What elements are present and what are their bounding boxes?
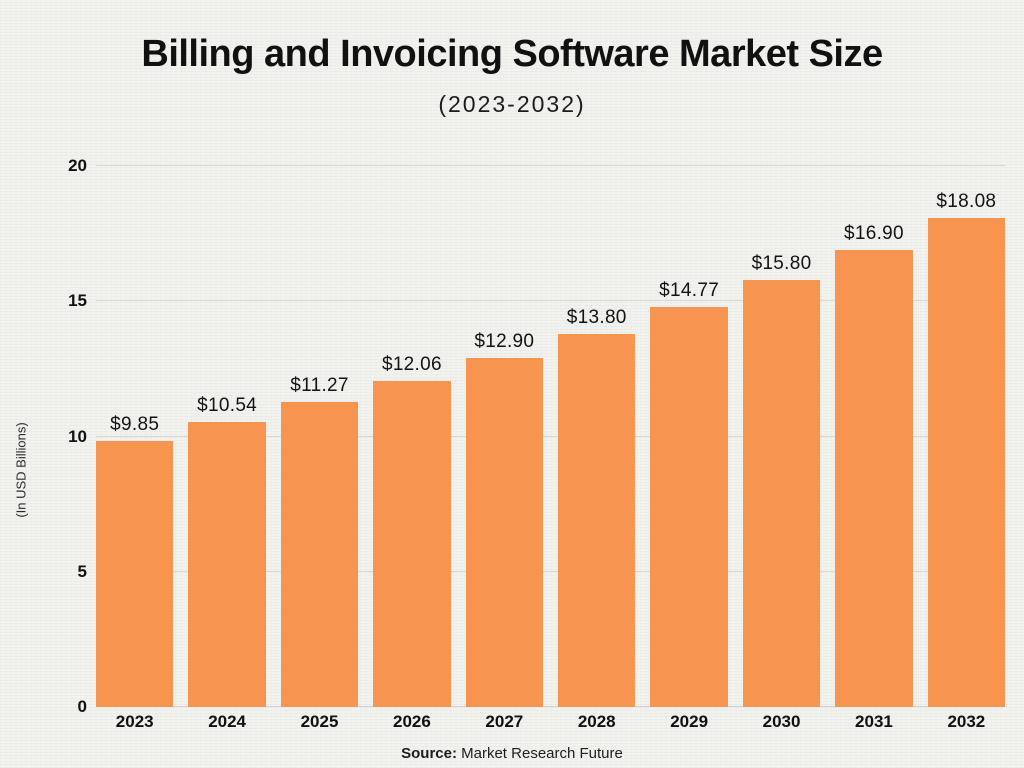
x-tick-label-2027: 2027 — [485, 712, 524, 731]
y-tick-label-20: 20 — [68, 156, 87, 175]
bar-2030 — [742, 279, 821, 707]
gridline-20 — [96, 165, 1005, 166]
chart-subtitle: (2023-2032) — [438, 91, 586, 117]
bar-2026 — [373, 380, 451, 707]
gridline-10 — [96, 435, 1005, 437]
x-tick-label-2032: 2032 — [947, 712, 986, 731]
bar-value-label-2030: $15.80 — [751, 252, 812, 274]
x-tick-label-2028: 2028 — [577, 712, 616, 731]
x-tick-label-2024: 2024 — [208, 712, 247, 731]
x-tick-label-2026: 2026 — [393, 712, 431, 731]
bar-2028 — [558, 333, 636, 707]
bar-group-2028: $13.80 2028 — [558, 166, 636, 731]
bar-value-label-2032: $18.08 — [936, 190, 997, 212]
x-tick-label-2029: 2029 — [670, 712, 709, 731]
bar-2023 — [96, 440, 174, 707]
bar-group-2023: $9.85 2023 — [96, 166, 174, 731]
bar-value-label-2023: $9.85 — [110, 413, 160, 435]
bar-group-2030: $15.80 2030 — [742, 166, 821, 731]
chart-title: Billing and Invoicing Software Market Si… — [141, 33, 883, 75]
bar-group-2025: $11.27 2025 — [280, 166, 359, 731]
x-tick-label-2031: 2031 — [855, 712, 893, 731]
bar-2029 — [650, 307, 728, 707]
source-label: Source: — [401, 745, 457, 762]
x-tick-label-2030: 2030 — [762, 712, 801, 731]
x-tick-label-2025: 2025 — [300, 712, 339, 731]
bar-value-label-2029: $14.77 — [659, 280, 720, 302]
bar-value-label-2024: $10.54 — [197, 394, 258, 416]
bar-2031 — [835, 249, 913, 707]
bar-value-label-2031: $16.90 — [843, 222, 904, 244]
bar-value-label-2028: $13.80 — [566, 306, 627, 328]
bar-series: $9.85 2023 $10.54 2024 $11.27 2025 $12.06 2026 $… — [96, 166, 1006, 731]
plot-area: $9.85 2023 $10.54 2024 $11.27 2025 $12.06 2026 $… — [68, 156, 1006, 731]
y-tick-label-15: 15 — [68, 291, 87, 311]
bar-group-2024: $10.54 2024 — [188, 166, 266, 731]
y-tick-label-10: 10 — [68, 426, 87, 446]
bar-value-label-2027: $12.90 — [474, 331, 535, 353]
gridline-0 — [96, 706, 1005, 707]
bar-2027 — [465, 358, 544, 707]
bar-group-2029: $14.77 2029 — [650, 166, 728, 731]
y-tick-label-0: 0 — [77, 697, 87, 716]
y-tick-label-5: 5 — [77, 561, 87, 581]
x-tick-label-2023: 2023 — [115, 712, 154, 731]
bar-group-2026: $12.06 2026 — [373, 166, 451, 731]
source-text: Market Research Future — [456, 745, 623, 762]
bar-group-2032: $18.08 2032 — [927, 166, 1006, 731]
bar-value-label-2026: $12.06 — [381, 353, 442, 375]
gridline-15 — [96, 300, 1005, 302]
bar-group-2031: $16.90 2031 — [835, 166, 913, 731]
y-axis-title: (In USD Billions) — [13, 422, 29, 518]
bar-value-label-2025: $11.27 — [290, 375, 349, 397]
bar-group-2027: $12.90 2027 — [465, 166, 544, 731]
bar-2025 — [280, 402, 359, 707]
source-line: Source: Market Research Future — [0, 745, 1024, 762]
bar-2024 — [188, 421, 266, 707]
bar-2032 — [927, 217, 1006, 707]
gridline-5 — [96, 570, 1005, 572]
